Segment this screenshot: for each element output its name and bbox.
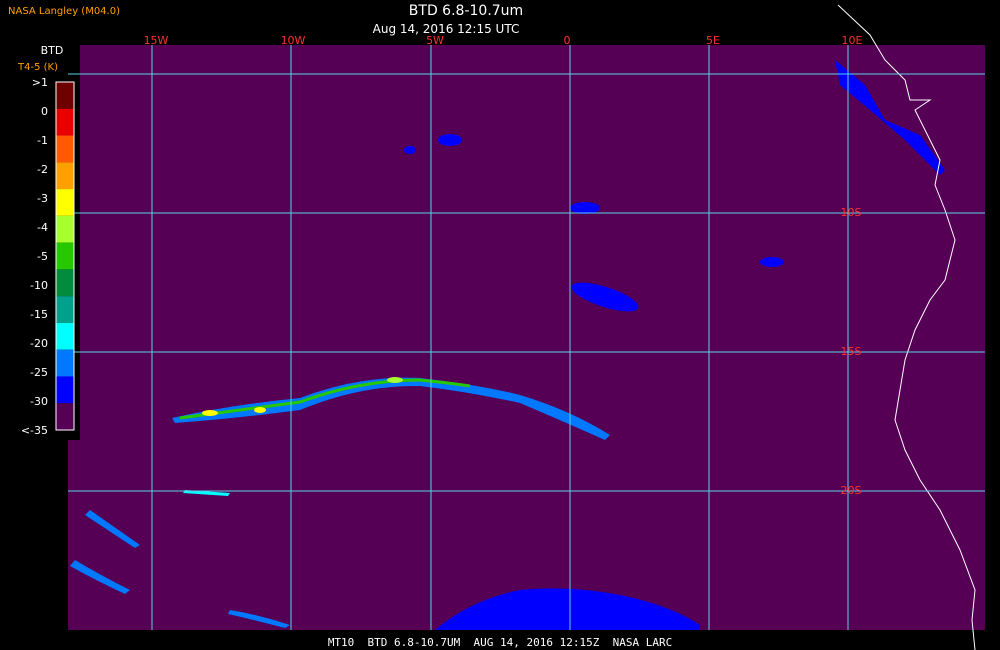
cloud-patch xyxy=(835,60,945,175)
longitude-label: 5E xyxy=(706,34,720,47)
longitude-label: 5W xyxy=(426,34,444,47)
longitude-label: 10E xyxy=(842,34,863,47)
cloud-patch xyxy=(760,257,784,267)
cloud-streak xyxy=(70,560,130,594)
legend-title: BTD xyxy=(41,44,64,57)
legend-frame xyxy=(55,81,75,431)
source-label: NASA Langley (M04.0) xyxy=(8,6,120,17)
legend-label: -15 xyxy=(30,308,48,321)
legend-swatch xyxy=(56,108,74,136)
footer-label: MT10 BTD 6.8-10.7UM AUG 14, 2016 12:15Z … xyxy=(328,636,672,649)
legend-label: -10 xyxy=(30,279,48,292)
legend-swatch xyxy=(56,215,74,243)
legend-label: -4 xyxy=(37,221,48,234)
legend-label: -2 xyxy=(37,163,48,176)
legend-swatch xyxy=(56,135,74,163)
cloud-patch xyxy=(570,202,600,214)
longitude-label: 10W xyxy=(281,34,306,47)
legend-label: -20 xyxy=(30,337,48,350)
map-area xyxy=(68,45,985,630)
legend-swatch xyxy=(56,322,74,350)
latitude-label: 20S xyxy=(841,484,862,497)
cloud-patch xyxy=(404,146,416,154)
legend-label: 0 xyxy=(41,105,48,118)
longitude-label: 0 xyxy=(564,34,571,47)
legend-swatch xyxy=(56,242,74,270)
cloud-streak xyxy=(228,610,290,628)
cloud-peak xyxy=(202,410,218,416)
legend-label: <-35 xyxy=(21,424,48,437)
cloud-patch xyxy=(435,588,700,630)
legend-label: -25 xyxy=(30,366,48,379)
legend-swatch xyxy=(56,82,74,109)
legend-swatch xyxy=(56,376,74,404)
graticule xyxy=(68,45,985,630)
legend-swatch xyxy=(56,349,74,377)
legend-swatch xyxy=(56,403,74,430)
cloud-patch xyxy=(438,134,462,146)
cloud-peak xyxy=(387,377,403,383)
legend-label: -5 xyxy=(37,250,48,263)
legend-swatch xyxy=(56,296,74,323)
legend: >1 0 -1 -2 -3 -4 -5 -10 -15 -20 -25 -30 <-35 xyxy=(21,76,75,437)
legend-label: -30 xyxy=(30,395,48,408)
image-title: BTD 6.8-10.7um xyxy=(409,3,523,19)
latitude-label: 15S xyxy=(841,345,862,358)
cloud-streak xyxy=(85,510,140,548)
cloud-band xyxy=(172,377,610,440)
cloud-peak xyxy=(254,407,266,413)
legend-swatch xyxy=(56,269,74,297)
legend-swatch xyxy=(56,189,74,216)
legend-units: T4-5 (K) xyxy=(17,62,58,73)
latitude-label: 10S xyxy=(841,206,862,219)
image-time: Aug 14, 2016 12:15 UTC xyxy=(373,22,520,36)
cloud-patch xyxy=(571,282,639,312)
legend-label: -3 xyxy=(37,192,48,205)
legend-label: >1 xyxy=(32,76,48,89)
cloud-band-core xyxy=(179,378,471,420)
longitude-label: 15W xyxy=(144,34,169,47)
legend-label: -1 xyxy=(37,134,48,147)
coastline xyxy=(837,4,976,650)
legend-swatch xyxy=(56,162,74,190)
